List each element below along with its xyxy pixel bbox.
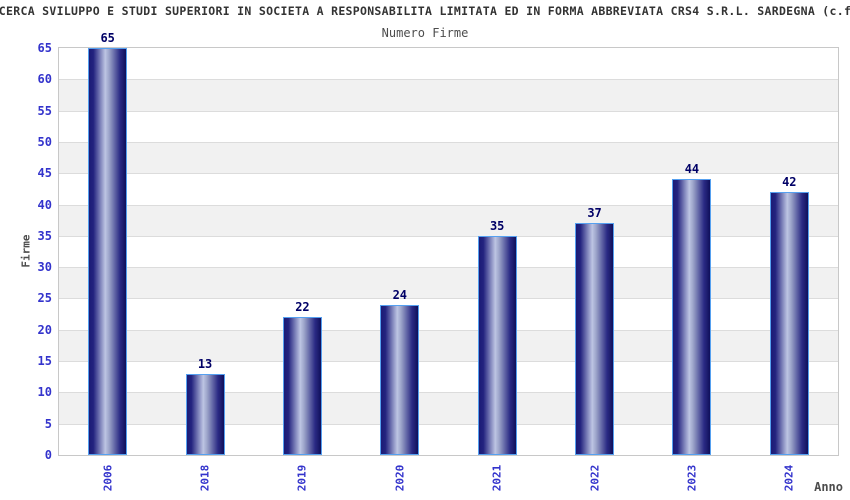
bar-value-label: 44: [684, 162, 700, 177]
y-tick-label: 20: [37, 322, 52, 337]
gridline: [59, 204, 838, 206]
gridline: [59, 173, 838, 175]
bar: [380, 304, 420, 455]
y-tick-label: 35: [37, 228, 52, 243]
gridline: [59, 329, 838, 331]
y-tick-label: 40: [37, 197, 52, 212]
gridline: [59, 141, 838, 143]
x-tick-label: 2006: [101, 464, 115, 492]
y-tick-label: 30: [37, 260, 52, 275]
gridline: [59, 235, 838, 237]
bar: [575, 223, 615, 455]
gridline: [59, 423, 838, 425]
plot-band: [59, 392, 838, 424]
y-tick-label: 5: [44, 416, 52, 431]
y-tick-label: 25: [37, 291, 52, 306]
bar-value-label: 37: [587, 206, 602, 221]
x-tick-label: 2018: [198, 464, 212, 492]
bar: [477, 235, 517, 455]
y-tick-label: 15: [37, 354, 52, 369]
y-axis-title: Firme: [19, 234, 33, 268]
bar: [185, 373, 225, 455]
gridline: [59, 110, 838, 112]
bar: [282, 317, 322, 455]
x-tick-label: 2019: [295, 464, 309, 492]
y-tick-label: 50: [37, 134, 52, 149]
chart-subtitle: Numero Firme: [381, 26, 469, 40]
plot-band: [59, 267, 838, 299]
gridline: [59, 392, 838, 394]
gridline: [59, 79, 838, 81]
y-tick-label: 0: [44, 448, 52, 462]
x-tick-label: 2023: [685, 464, 699, 492]
bar-value-label: 22: [295, 300, 310, 315]
bar: [88, 48, 128, 455]
gridline: [59, 298, 838, 300]
bar: [672, 179, 712, 455]
gridline: [59, 267, 838, 269]
x-tick-label: 2021: [490, 464, 504, 492]
bar-value-label: 42: [782, 175, 797, 189]
bar-value-label: 65: [100, 31, 115, 45]
x-tick-label: 2024: [782, 464, 796, 492]
x-tick-label: 2022: [588, 464, 602, 492]
y-tick-label: 45: [37, 166, 52, 181]
gridline: [59, 361, 838, 363]
y-tick-label: 55: [37, 103, 52, 118]
y-tick-label: 10: [37, 385, 52, 400]
bar-value-label: 13: [197, 356, 213, 371]
y-tick-label: 60: [37, 72, 52, 87]
plot-band: [59, 204, 838, 236]
bar-value-label: 24: [392, 287, 408, 302]
bar: [769, 192, 809, 455]
plot-band: [59, 141, 838, 174]
y-tick-label: 65: [37, 41, 52, 55]
x-axis-title: Anno: [814, 480, 843, 494]
plot-band: [59, 79, 838, 111]
chart-title: RICERCA SVILUPPO E STUDI SUPERIORI IN SO…: [0, 4, 850, 18]
x-tick-label: 2020: [393, 464, 407, 492]
bar-value-label: 35: [489, 218, 505, 233]
